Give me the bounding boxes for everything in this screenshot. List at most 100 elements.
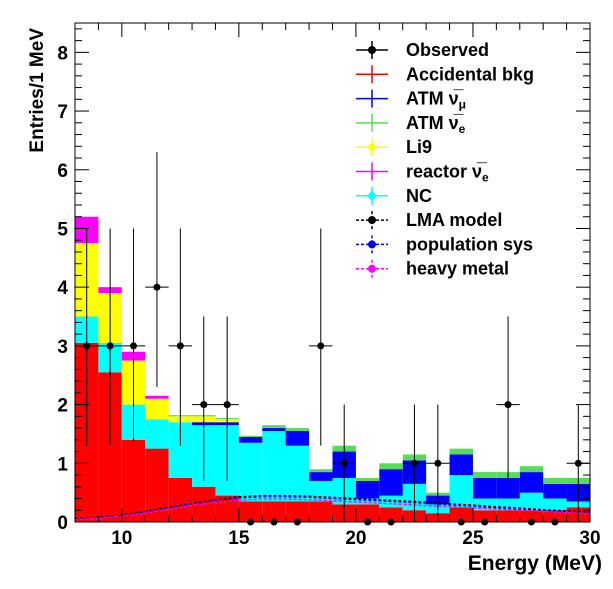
bar-accidental-bkg [238,501,263,522]
bar-atm-nu_e [543,477,567,484]
legend-entry: NC [356,186,432,206]
legend-marker [368,216,376,225]
legend-entry: Accidental bkg [356,64,534,84]
bar-accidental-bkg [496,510,520,522]
bar-accidental-bkg [309,501,333,522]
bar-accidental-bkg [519,510,544,522]
legend-entry: heavy metal [356,259,509,279]
bar-atm-nu_e [355,477,380,481]
observed-point [130,342,138,350]
legend-label: NC [406,186,432,206]
bar-accidental-bkg [262,501,286,522]
bar-nc [238,442,263,502]
model-curves [74,494,591,521]
legend-label: reactor ν̅e [406,162,489,185]
y-tick-label: 7 [57,102,68,123]
legend-label: Observed [406,40,489,60]
legend-label: ATM ν̅e [406,113,466,136]
bar-atm-nu_e [449,448,473,455]
legend-entry: Li9 [356,137,432,157]
bar-atm-nu_mu [309,472,333,481]
bar-atm-nu_mu [238,436,263,443]
y-tick-label: 3 [57,337,68,358]
bar-atm-nu_mu [449,454,473,476]
bar-nc [145,419,169,449]
bar-atm-nu_e [472,472,497,478]
bar-atm-nu_e [238,435,263,437]
bar-accidental-bkg [98,372,122,522]
observed-point [340,459,348,467]
y-tick-label: 8 [57,43,68,64]
bar-accidental-bkg [121,439,146,522]
y-tick-label: 0 [57,513,68,534]
observed-point [223,401,231,409]
bar-nc [496,498,520,511]
bar-accidental-bkg [355,504,380,522]
bar-accidental-bkg [192,486,216,522]
bar-atm-nu_mu [285,431,310,446]
legend-entry: ATM ν̅μ [356,89,466,112]
bar-atm-nu_mu [519,472,544,493]
legend-label: ATM ν̅μ [406,89,466,112]
legend-label: population sys [406,234,533,254]
observed-point [504,401,512,409]
legend-entry: ATM ν̅e [356,113,466,136]
bar-accidental-bkg [543,510,567,522]
x-axis-label: Energy (MeV) [468,552,602,575]
bar-atm-nu_mu [355,480,380,499]
y-axis-label: Entries/1 MeV [27,28,48,153]
legend-label: LMA model [406,210,502,230]
bar-atm-nu_mu [379,469,403,496]
bar-nc [262,431,286,502]
bar-accidental-bkg [168,477,193,522]
legend-marker [367,142,377,153]
legend-label: heavy metal [406,259,509,279]
observed-point [317,342,325,350]
bar-atm-nu_e [309,469,333,473]
bar-nc [519,492,544,511]
legend-label-subscript: μ [459,98,466,112]
bar-atm-nu_e [379,463,403,470]
legend-entry: reactor ν̅e [356,162,489,185]
bar-nc [543,498,567,511]
observed-point [106,342,114,350]
x-tick-label: 15 [228,528,250,549]
bar-accidental-bkg [145,448,169,522]
bar-atm-nu_e [519,466,544,473]
legend-marker [368,264,376,273]
bar-atm-nu_mu [496,477,520,499]
y-tick-label: 4 [57,278,68,299]
bar-li9 [145,398,169,420]
legend-marker [368,46,376,54]
legend-entry: LMA model [356,210,502,230]
bar-reactor-nu_e [145,395,169,399]
curve-population-sys [74,496,591,520]
bar-atm-nu_mu [262,428,286,432]
x-tick-label: 10 [111,528,132,549]
x-tick-label: 25 [462,528,484,549]
y-tick-label: 1 [57,454,68,475]
bar-nc [355,498,380,505]
legend-label-subscript: e [459,122,466,136]
observed-point [434,459,442,467]
bar-nc [472,498,497,511]
y-tick-label: 2 [57,396,68,417]
axis-ticks: 10 15 20 25 30 0 1 2 3 4 5 6 7 8 [57,23,601,549]
bar-atm-nu_e [285,428,310,432]
legend-label: Li9 [406,137,432,157]
bar-atm-nu_mu [543,483,567,499]
legend-label: Accidental bkg [406,64,534,84]
bar-accidental-bkg [379,507,403,522]
legend-marker [367,190,377,201]
observed-point [200,401,208,409]
x-tick-label: 30 [579,528,600,549]
legend-entry: Observed [356,40,489,60]
legend-marker [368,240,376,249]
legend-label-subscript: e [482,171,489,185]
bar-nc [285,445,310,502]
curve-heavy-metal [74,498,591,521]
x-tick-label: 20 [345,528,366,549]
stacked-histogram [75,216,590,522]
observed-point [153,283,161,291]
